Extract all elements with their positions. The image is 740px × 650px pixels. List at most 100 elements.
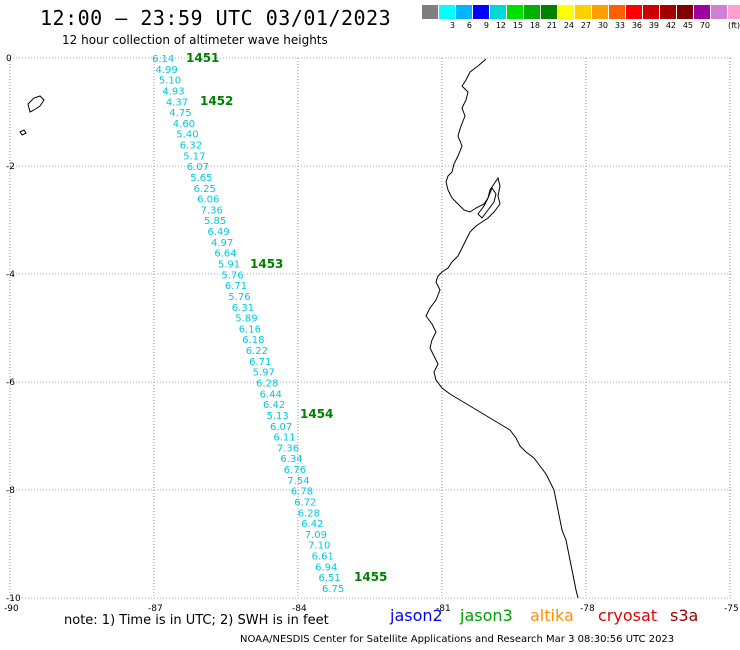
wave-height-label: 6.71: [225, 281, 247, 292]
wave-height-label: 7.09: [305, 530, 327, 541]
wave-height-label: 6.32: [180, 141, 202, 152]
y-axis-label: -8: [6, 486, 15, 496]
wave-height-label: 6.07: [270, 422, 292, 433]
wave-height-label: 5.65: [190, 173, 212, 184]
color-scale-unit: (ft): [728, 21, 740, 30]
wave-height-label: 5.85: [204, 216, 226, 227]
wave-height-label: 5.13: [267, 411, 289, 422]
wave-height-label: 6.71: [249, 357, 271, 368]
color-swatch: [439, 5, 456, 19]
color-swatch: [711, 5, 728, 19]
wave-height-label: 6.61: [312, 552, 334, 563]
y-axis-label: -4: [6, 270, 15, 280]
time-marker-label: 1454: [300, 407, 333, 421]
color-scale-label: 3: [449, 21, 455, 30]
wave-height-label: 6.14: [152, 54, 174, 65]
wave-height-label: 6.49: [208, 227, 230, 238]
wave-height-label: 5.10: [159, 76, 181, 87]
color-scale-label: 12: [495, 21, 506, 30]
wave-height-label: 6.07: [187, 162, 209, 173]
color-scale-label: 27: [580, 21, 591, 30]
wave-height-label: 6.34: [280, 454, 302, 465]
color-swatch: [541, 5, 558, 19]
wave-height-label: 6.22: [246, 346, 268, 357]
color-scale-label: 33: [614, 21, 625, 30]
satellite-legend-jason2: jason2: [390, 606, 443, 625]
color-swatch: [473, 5, 490, 19]
wave-height-label: 6.25: [194, 184, 216, 195]
color-swatch: [592, 5, 609, 19]
color-swatch: [626, 5, 643, 19]
altimeter-track: 6.144.995.104.934.374.754.605.406.325.17…: [152, 54, 344, 595]
color-swatch: [694, 5, 711, 19]
color-scale-label: 39: [648, 21, 659, 30]
color-scale-label: 15: [512, 21, 523, 30]
color-swatch: [507, 5, 524, 19]
wave-height-label: 5.89: [235, 314, 257, 325]
x-axis-label: -90: [4, 604, 19, 614]
color-swatch: [490, 5, 507, 19]
color-scale-label: 30: [597, 21, 608, 30]
color-scale-label: 6: [466, 21, 472, 30]
axis-labels: 0 -2 -4 -6 -8 -10-90 -87 -84 -81 -78 -75: [4, 54, 739, 614]
color-scale-label: 42: [665, 21, 676, 30]
wave-height-label: 4.37: [166, 97, 188, 108]
wave-height-label: 7.10: [308, 541, 330, 552]
wave-height-label: 6.64: [214, 249, 236, 260]
color-scale-label: 9: [483, 21, 489, 30]
wave-height-label: 5.17: [183, 151, 205, 162]
y-axis-label: 0: [6, 54, 12, 64]
color-swatch: [643, 5, 660, 19]
satellite-legend-jason3: jason3: [460, 606, 513, 625]
x-axis-label: -81: [436, 604, 451, 614]
color-swatch: [677, 5, 694, 19]
color-scale-label: 24: [563, 21, 574, 30]
wave-height-label: 7.36: [201, 205, 223, 216]
y-axis-label: -2: [6, 162, 15, 172]
wave-height-label: 5.76: [228, 292, 250, 303]
y-axis-label: -10: [6, 594, 21, 604]
wave-height-label: 6.06: [197, 195, 219, 206]
color-scale-label: 21: [546, 21, 557, 30]
color-scale-label: 18: [529, 21, 540, 30]
footer-note: note: 1) Time is in UTC; 2) SWH is in fe…: [64, 613, 329, 628]
y-axis-label: -6: [6, 378, 15, 388]
wave-height-label: 6.72: [294, 498, 316, 509]
wave-height-label: 7.54: [287, 476, 309, 487]
color-swatch: [524, 5, 541, 19]
wave-height-label: 5.76: [221, 270, 243, 281]
wave-height-label: 6.42: [263, 400, 285, 411]
color-swatch: [609, 5, 626, 19]
wave-height-label: 6.28: [298, 508, 320, 519]
time-markers: 1451 1452 1453 1454 1455: [186, 51, 387, 584]
wave-height-label: 5.40: [176, 130, 198, 141]
wave-height-label: 5.91: [218, 260, 240, 271]
time-marker-label: 1455: [354, 570, 387, 584]
x-axis-label: -78: [580, 604, 595, 614]
color-swatch: [575, 5, 592, 19]
map-title: 12:00 – 23:59 UTC 03/01/2023: [40, 6, 392, 30]
time-marker-label: 1451: [186, 51, 219, 65]
map-grid: [9, 57, 732, 599]
color-swatch: [456, 5, 473, 19]
wave-height-label: 4.75: [169, 108, 191, 119]
wave-height-label: 6.16: [239, 324, 261, 335]
color-swatch: [660, 5, 677, 19]
color-scale-label: 45: [682, 21, 693, 30]
coastline-mainland: [425, 58, 579, 599]
wave-height-label: 6.42: [301, 519, 323, 530]
time-marker-label: 1452: [200, 94, 233, 108]
color-swatch: [728, 5, 740, 19]
satellite-legend-cryosat: cryosat: [598, 606, 658, 625]
map-subtitle: 12 hour collection of altimeter wave hei…: [62, 33, 328, 47]
color-scale-labels: 3 6 9 12 15 18 21 24 27 30 33 36 39 42 45 70: [422, 21, 740, 30]
color-swatch: [558, 5, 575, 19]
wave-height-label: 6.51: [319, 573, 341, 584]
wave-height-label: 5.97: [253, 368, 275, 379]
wave-height-label: 6.76: [284, 465, 306, 476]
wave-height-label: 6.28: [256, 379, 278, 390]
wave-height-label: 4.93: [162, 86, 184, 97]
wave-height-label: 4.97: [211, 238, 233, 249]
x-axis-label: -87: [148, 604, 163, 614]
